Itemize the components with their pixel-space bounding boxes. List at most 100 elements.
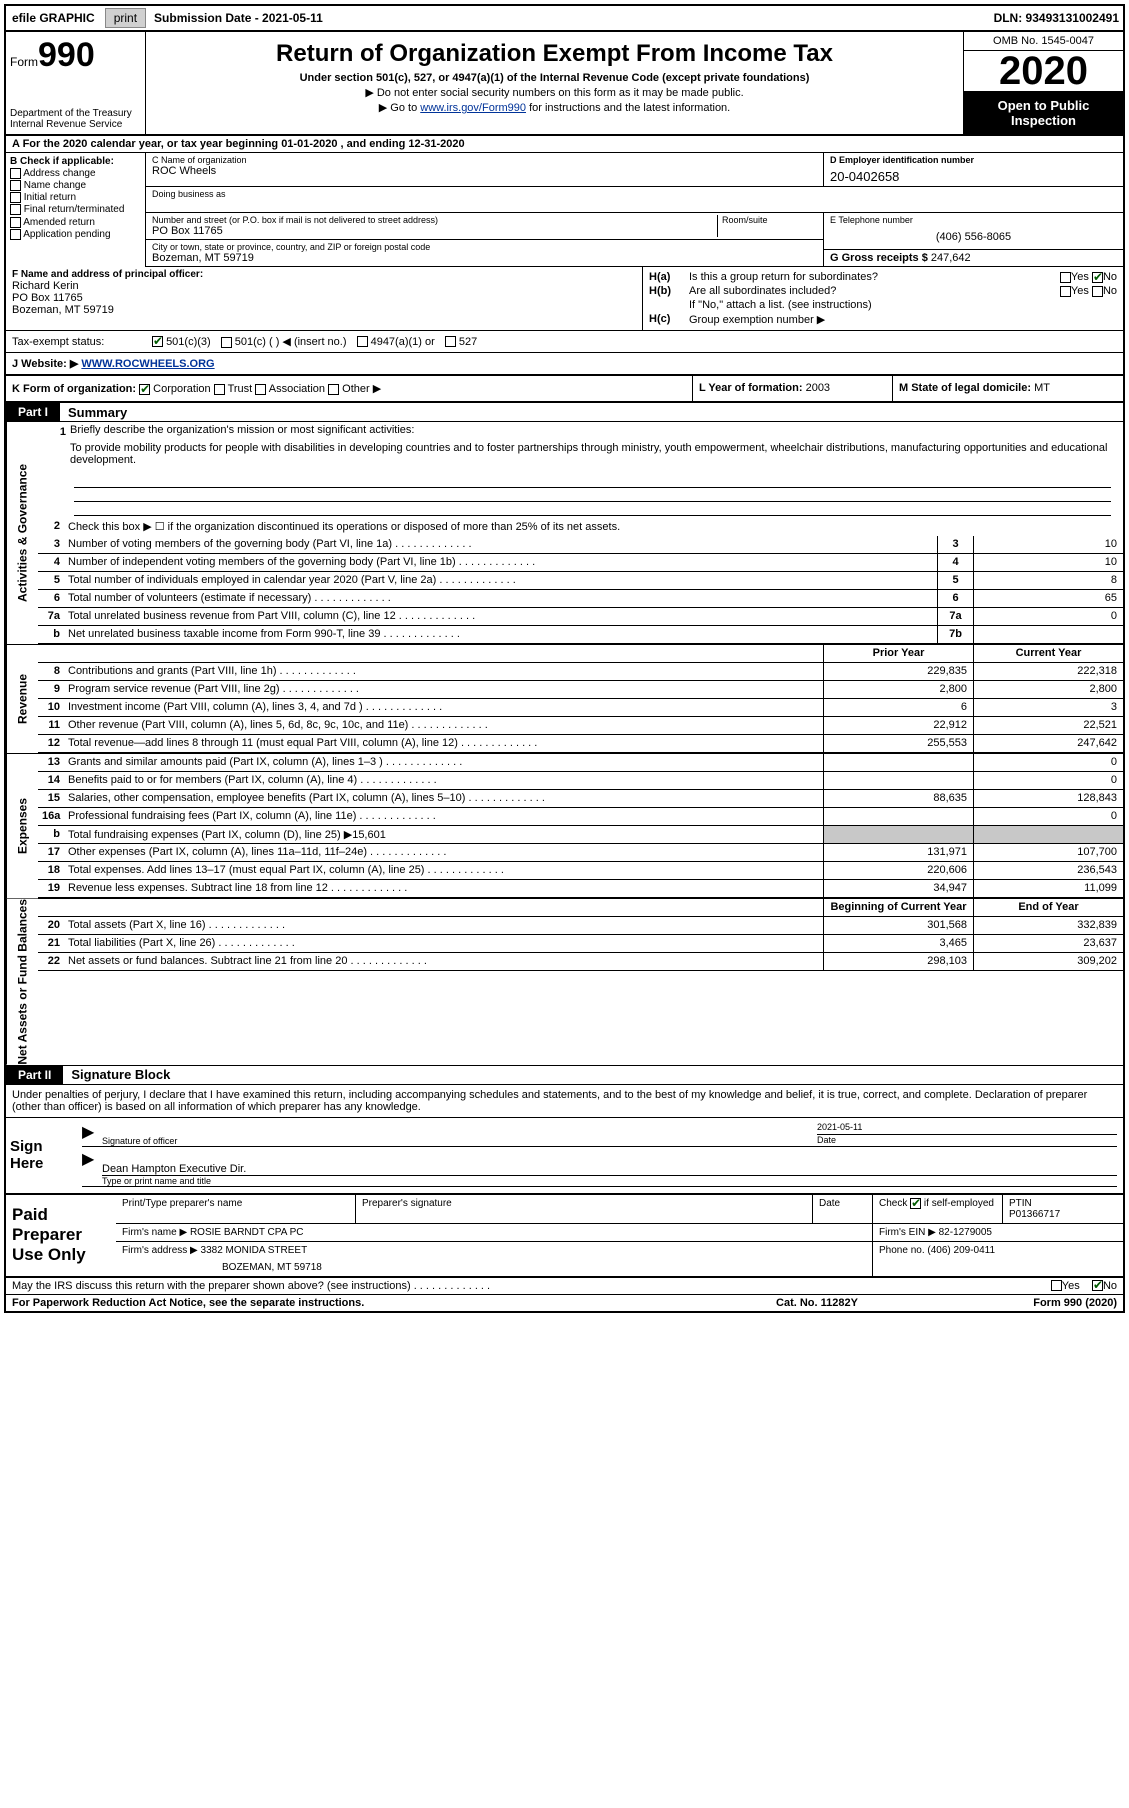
line-num: 5 (38, 572, 64, 589)
line-desc: Total number of individuals employed in … (64, 572, 937, 589)
tax-status-label: Tax-exempt status: (12, 336, 142, 348)
note2-pre: ▶ Go to (379, 102, 420, 114)
exp-line-15: 15Salaries, other compensation, employee… (38, 790, 1123, 808)
part1-title: Summary (60, 405, 127, 420)
box-h: H(a) Is this a group return for subordin… (643, 267, 1123, 330)
officer-addr2: Bozeman, MT 59719 (12, 304, 636, 316)
section-revenue: Revenue Prior Year Current Year 8Contrib… (6, 645, 1123, 754)
sig-officer-field: Signature of officer (102, 1122, 817, 1146)
firm-addr-cell: Firm's address ▶ 3382 MONIDA STREET BOZE… (116, 1242, 873, 1276)
line-cy: 11,099 (973, 880, 1123, 897)
exp-line-16a: 16aProfessional fundraising fees (Part I… (38, 808, 1123, 826)
hb-yesno: Yes No (987, 285, 1117, 297)
chk-corporation[interactable] (139, 384, 150, 395)
website-label: J Website: ▶ (12, 358, 78, 370)
chk-initial-return[interactable]: Initial return (10, 192, 141, 203)
chk-app-pending-label: Application pending (23, 229, 110, 240)
line-desc: Total expenses. Add lines 13–17 (must eq… (64, 862, 823, 879)
mission-block: 1Briefly describe the organization's mis… (38, 422, 1123, 518)
part2-header: Part II (6, 1066, 63, 1084)
irs-link[interactable]: www.irs.gov/Form990 (420, 102, 526, 114)
prep-selfemployed: Check if self-employed (873, 1195, 1003, 1223)
sidebar-revenue: Revenue (6, 645, 38, 753)
chk-trust[interactable] (214, 384, 225, 395)
chk-association[interactable] (255, 384, 266, 395)
preparer-block: Paid Preparer Use Only Print/Type prepar… (6, 1195, 1123, 1278)
ha-yesno: Yes No (987, 271, 1117, 283)
line-desc: Program service revenue (Part VIII, line… (64, 681, 823, 698)
telephone-label: E Telephone number (830, 215, 1117, 225)
chk-4947-label: 4947(a)(1) or (371, 336, 435, 348)
line-desc: Other revenue (Part VIII, column (A), li… (64, 717, 823, 734)
hb-no-label: No (1103, 285, 1117, 297)
officer-label: F Name and address of principal officer: (12, 269, 636, 280)
sign-here-label: Sign Here (6, 1118, 76, 1193)
expenses-body: 13Grants and similar amounts paid (Part … (38, 754, 1123, 898)
chk-amended[interactable]: Amended return (10, 217, 141, 228)
note-ssn: ▶ Do not enter social security numbers o… (154, 86, 955, 99)
line-num: b (38, 626, 64, 643)
line-py (823, 772, 973, 789)
line-num: 9 (38, 681, 64, 698)
ha-no-label: No (1103, 271, 1117, 283)
chk-501c3[interactable]: 501(c)(3) (152, 336, 211, 348)
city-label: City or town, state or province, country… (152, 242, 817, 252)
tax-period: A For the 2020 calendar year, or tax yea… (6, 136, 1123, 153)
line-box: 7b (937, 626, 973, 643)
prep-sig-header: Preparer's signature (356, 1195, 813, 1223)
line-desc: Total number of volunteers (estimate if … (64, 590, 937, 607)
line-desc: Net unrelated business taxable income fr… (64, 626, 937, 643)
line-num: 19 (38, 880, 64, 897)
line-desc: Other expenses (Part IX, column (A), lin… (64, 844, 823, 861)
box-b-label: B Check if applicable: (10, 156, 141, 167)
chk-selfemployed[interactable] (910, 1198, 921, 1209)
prep-check-label: Check (879, 1198, 907, 1209)
city-value: Bozeman, MT 59719 (152, 252, 817, 264)
na-line-22: 22Net assets or fund balances. Subtract … (38, 953, 1123, 971)
chk-other[interactable] (328, 384, 339, 395)
line-num: 8 (38, 663, 64, 680)
line-num: 20 (38, 917, 64, 934)
line-desc: Total fundraising expenses (Part IX, col… (64, 826, 823, 843)
open-to-public: Open to Public Inspection (964, 92, 1123, 134)
discuss-no-checkbox[interactable] (1092, 1280, 1103, 1291)
block-fh: F Name and address of principal officer:… (6, 267, 1123, 331)
address-row: Number and street (or P.O. box if mail i… (146, 213, 1123, 267)
discuss-row: May the IRS discuss this return with the… (6, 1278, 1123, 1295)
hb-no-checkbox[interactable] (1092, 286, 1103, 297)
ein-value: 20-0402658 (830, 169, 1117, 184)
chk-4947[interactable]: 4947(a)(1) or (357, 336, 435, 348)
chk-final-return[interactable]: Final return/terminated (10, 204, 141, 215)
current-year-header: Current Year (973, 645, 1123, 662)
chk-527[interactable]: 527 (445, 336, 477, 348)
chk-501c[interactable]: 501(c) ( ) ◀ (insert no.) (221, 335, 347, 348)
ha-no-checkbox[interactable] (1092, 272, 1103, 283)
line-val: 65 (973, 590, 1123, 607)
hb-yes-checkbox[interactable] (1060, 286, 1071, 297)
print-button[interactable]: print (105, 8, 146, 28)
chk-address-change[interactable]: Address change (10, 168, 141, 179)
ptin-value: P01366717 (1009, 1209, 1117, 1220)
line-desc: Benefits paid to or for members (Part IX… (64, 772, 823, 789)
discuss-yes-checkbox[interactable] (1051, 1280, 1062, 1291)
cat-number: Cat. No. 11282Y (717, 1297, 917, 1309)
chk-app-pending[interactable]: Application pending (10, 229, 141, 240)
chk-name-change[interactable]: Name change (10, 180, 141, 191)
chk-501c3-label: 501(c)(3) (166, 336, 211, 348)
firm-name-cell: Firm's name ▶ ROSIE BARNDT CPA PC (116, 1224, 873, 1241)
line-py: 255,553 (823, 735, 973, 752)
note2-post: for instructions and the latest informat… (526, 102, 730, 114)
ha-yes-checkbox[interactable] (1060, 272, 1071, 283)
gross-label: G Gross receipts $ (830, 252, 928, 264)
dept-treasury: Department of the Treasury Internal Reve… (10, 108, 141, 130)
line-cy: 23,637 (973, 935, 1123, 952)
form-num: 990 (38, 36, 95, 74)
chk-address-change-label: Address change (23, 168, 95, 179)
chk-initial-return-label: Initial return (24, 192, 76, 203)
city-cell: City or town, state or province, country… (146, 240, 823, 266)
part1-row: Part I Summary (6, 403, 1123, 422)
box-l-value: 2003 (806, 382, 830, 394)
website-link[interactable]: WWW.ROCWHEELS.ORG (81, 358, 214, 370)
hc-label: H(c) (649, 313, 689, 325)
revenue-header-row: Prior Year Current Year (38, 645, 1123, 663)
